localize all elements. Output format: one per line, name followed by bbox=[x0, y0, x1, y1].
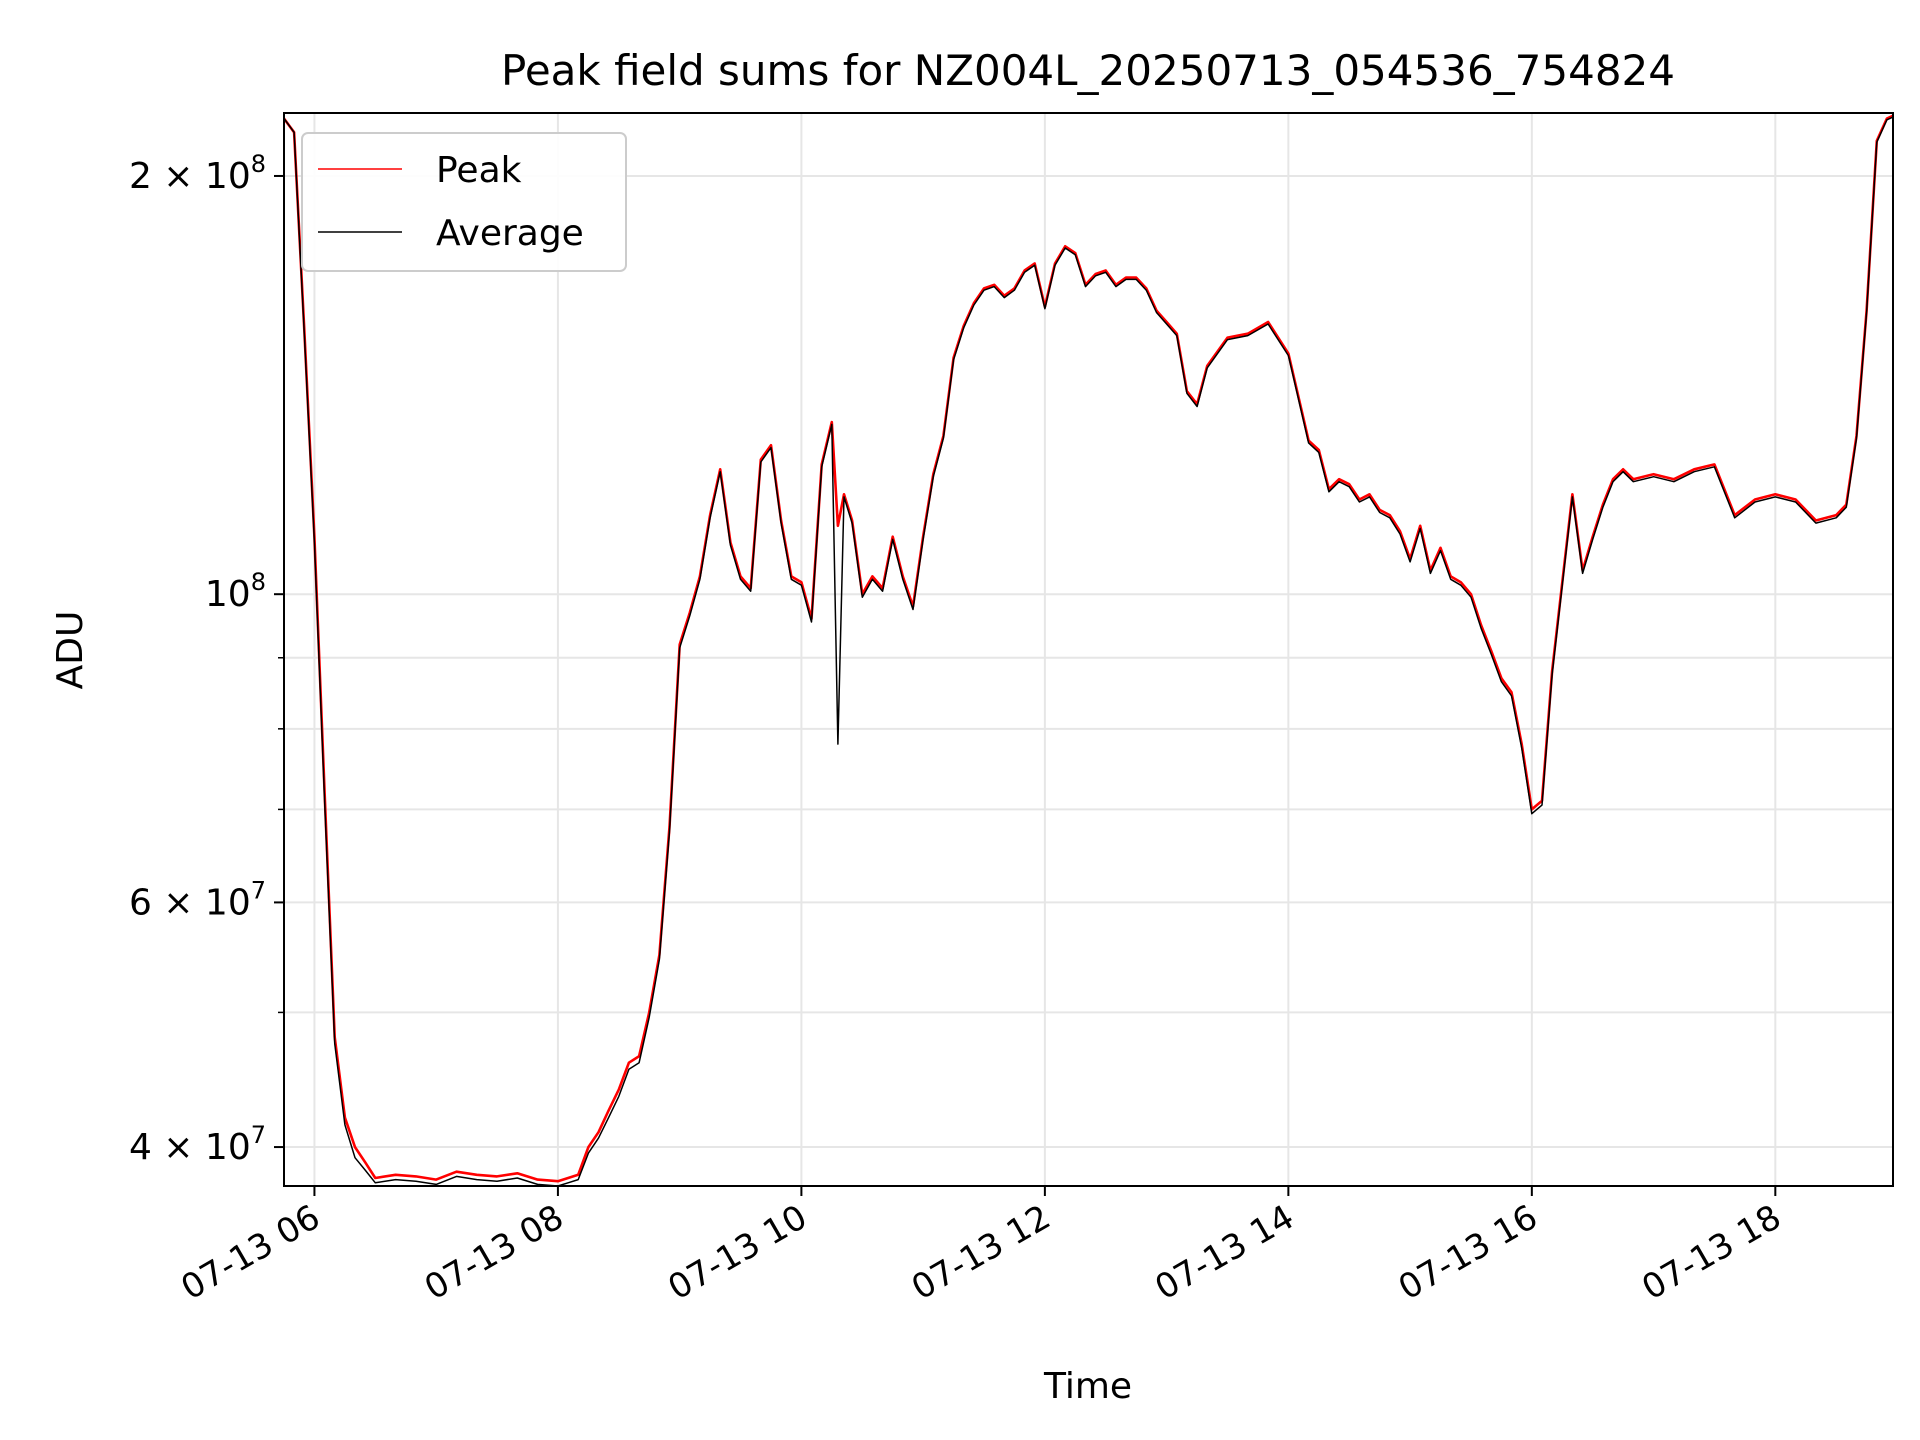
legend-box bbox=[301, 132, 627, 272]
x-axis-label: Time bbox=[1043, 1366, 1132, 1407]
legend-label-average: Average bbox=[436, 213, 584, 254]
plot-frame bbox=[283, 112, 1894, 1187]
series-layer bbox=[284, 114, 1893, 1186]
y-tick-label: 6 × 107 bbox=[129, 876, 266, 923]
y-tick-label: 2 × 108 bbox=[129, 150, 266, 197]
chart-title: Peak field sums for NZ004L_20250713_0545… bbox=[501, 46, 1675, 95]
y-axis: 4 × 107 6 × 107 108 2 × 108 bbox=[129, 150, 284, 1168]
y-tick-label: 108 bbox=[205, 568, 266, 615]
legend-label-peak: Peak bbox=[436, 150, 522, 191]
legend: Peak Average bbox=[301, 132, 627, 272]
y-tick-label: 4 × 107 bbox=[129, 1121, 266, 1168]
y-axis-label: ADU bbox=[50, 611, 91, 690]
grid-lines bbox=[284, 113, 1893, 1186]
series-line-average bbox=[284, 116, 1893, 1186]
